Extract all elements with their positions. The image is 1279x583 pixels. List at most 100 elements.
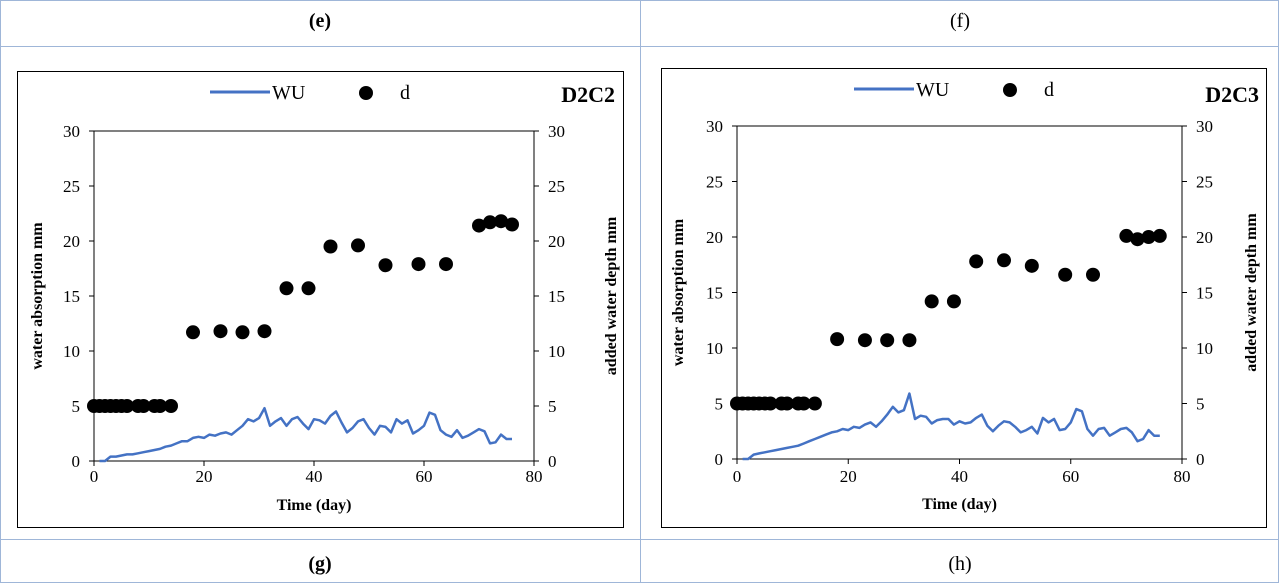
series-d-point [880, 333, 895, 348]
x-tick-label: 80 [1174, 467, 1191, 486]
y-right-tick-label: 15 [548, 287, 565, 306]
series-d-point [505, 217, 519, 232]
x-tick-label: 0 [733, 467, 742, 486]
y-left-axis-label: water absorption mm [29, 222, 46, 370]
y-right-tick-label: 5 [1196, 395, 1205, 414]
series-d-point [1086, 267, 1100, 282]
x-tick-label: 20 [196, 467, 213, 486]
x-tick-label: 40 [306, 467, 323, 486]
x-tick-label: 20 [840, 467, 857, 486]
table-border-top [0, 0, 1279, 1]
y-right-tick-label: 10 [548, 342, 565, 361]
x-tick-label: 60 [1062, 467, 1079, 486]
table-divider-vertical [640, 0, 641, 583]
caption-e: (e) [308, 10, 332, 32]
y-left-tick-label: 15 [63, 287, 80, 306]
series-d-point [1152, 228, 1167, 243]
series-d-point [153, 399, 167, 413]
series-d-point [857, 333, 872, 348]
y-right-axis-label: added water depth mm [603, 216, 620, 375]
series-d-point [279, 281, 294, 296]
y-left-axis-label: water absorption mm [670, 218, 687, 366]
y-left-tick-label: 5 [72, 397, 81, 416]
series-d-point [186, 325, 200, 340]
legend-d-label: d [400, 82, 410, 104]
series-wu-line [742, 392, 1160, 461]
series-d-point [378, 258, 393, 273]
series-d-point [136, 399, 151, 413]
y-left-tick-label: 20 [706, 228, 723, 247]
y-left-tick-label: 0 [72, 452, 81, 471]
series-d-point [924, 294, 939, 309]
series-d-point [997, 253, 1011, 268]
y-right-tick-label: 0 [1196, 450, 1205, 469]
series-d-point [1058, 267, 1073, 282]
y-right-tick-label: 25 [1196, 173, 1213, 192]
table-divider-top [0, 46, 1279, 47]
y-left-tick-label: 15 [706, 284, 723, 303]
series-d-point [472, 218, 486, 233]
legend-wu-label: WU [272, 82, 306, 104]
legend-d-swatch [1003, 83, 1017, 97]
series-d-point [411, 257, 426, 272]
series-d-point [1130, 232, 1145, 247]
y-left-tick-label: 10 [63, 342, 80, 361]
y-left-tick-label: 30 [706, 117, 723, 136]
series-d-point [1024, 258, 1039, 273]
x-tick-label: 80 [526, 467, 543, 486]
table-border-left [0, 0, 1, 583]
caption-g: (g) [308, 553, 332, 575]
series-d-point [807, 396, 822, 411]
series-d-point [946, 294, 961, 309]
x-tick-label: 0 [90, 467, 99, 486]
series-d-point [483, 215, 497, 230]
series-d-point [969, 254, 984, 269]
series-d-point [301, 281, 316, 296]
x-axis-label: Time (day) [922, 496, 997, 513]
y-right-tick-label: 25 [548, 177, 565, 196]
y-right-tick-label: 20 [548, 232, 565, 251]
x-tick-label: 60 [416, 467, 433, 486]
series-d-point [494, 214, 508, 229]
series-d-point [257, 324, 272, 339]
caption-h: (h) [948, 553, 972, 575]
chart-title: D2C2 [561, 82, 615, 107]
table-divider-bottom [0, 539, 1279, 540]
y-right-tick-label: 30 [1196, 117, 1213, 136]
series-d-point [120, 399, 134, 413]
x-tick-label: 40 [951, 467, 968, 486]
x-axis-label: Time (day) [277, 497, 352, 514]
series-d-point [1141, 230, 1156, 244]
y-left-tick-label: 5 [715, 395, 724, 414]
series-wu-line [99, 406, 512, 463]
series-d-point [235, 325, 250, 340]
series-d-point [902, 333, 917, 348]
series-d-point [796, 396, 811, 411]
y-left-tick-label: 25 [706, 173, 723, 192]
y-right-tick-label: 0 [548, 452, 557, 471]
series-d-point [439, 257, 453, 272]
y-left-tick-label: 0 [715, 450, 724, 469]
y-left-tick-label: 20 [63, 232, 80, 251]
y-left-tick-label: 10 [706, 339, 723, 358]
y-right-axis-label: added water depth mm [1243, 213, 1260, 372]
chart-panel-d2c3: 0 20 40 60 80 0 0 5 5 10 10 15 15 20 20 25 25 30 30 Time (d… [661, 68, 1267, 528]
y-left-tick-label: 25 [63, 177, 80, 196]
series-d-point [830, 332, 845, 347]
y-right-tick-label: 30 [548, 122, 565, 141]
series-d-point [763, 396, 778, 411]
chart-panel-d2c2: 0 20 40 60 80 0 0 5 5 10 10 15 15 20 20 25 25 30 30 Time (d… [17, 71, 624, 528]
y-right-tick-label: 20 [1196, 228, 1213, 247]
series-d-point [780, 396, 795, 411]
legend-d-label: d [1044, 79, 1054, 101]
series-d-point [351, 238, 365, 253]
series-d-point [1119, 228, 1134, 243]
y-right-tick-label: 5 [548, 397, 557, 416]
series-d-point [323, 239, 338, 254]
series-d-point [164, 399, 178, 413]
caption-f: (f) [950, 10, 970, 32]
legend-wu-label: WU [916, 79, 950, 101]
y-left-tick-label: 30 [63, 122, 80, 141]
